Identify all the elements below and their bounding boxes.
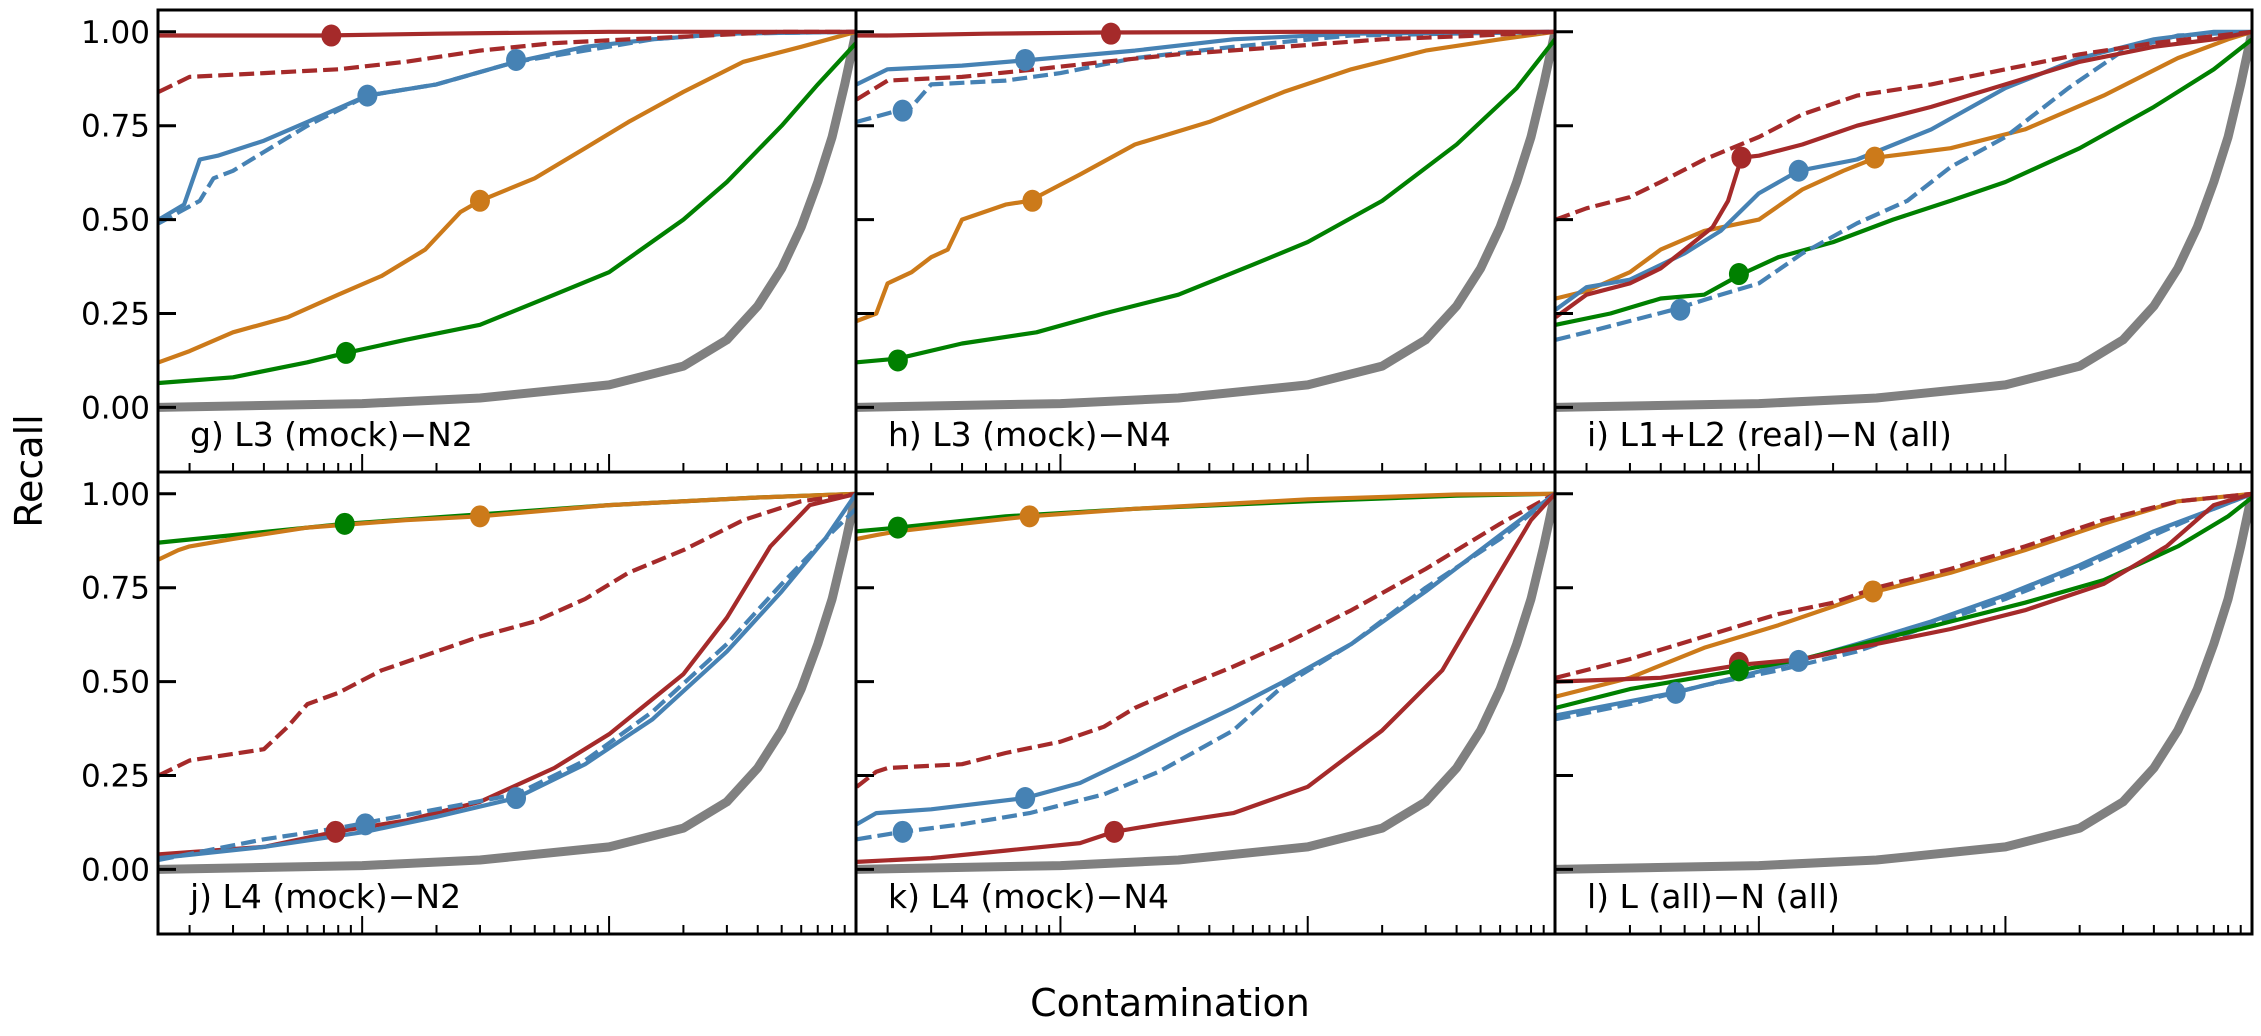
marker-point: [1100, 22, 1121, 45]
y-tick-label: 0.00: [81, 852, 150, 888]
plot-area: [1555, 491, 2252, 874]
panel-l: l) L (all)−N (all): [1553, 470, 2254, 936]
marker-point: [892, 820, 913, 843]
marker-point: [1670, 298, 1691, 321]
plot-area: [856, 22, 1555, 412]
marker-point: [1788, 649, 1809, 672]
series-orange-solid: [856, 491, 1555, 541]
series-red-solid: [1555, 29, 2252, 319]
series-orange-solid: [158, 491, 856, 562]
marker-point: [1665, 681, 1686, 704]
marker-point: [887, 349, 908, 372]
series-blue-dashed: [158, 507, 856, 863]
marker-point: [1015, 787, 1036, 810]
series-random-baseline: [856, 30, 1555, 412]
marker-point: [892, 99, 913, 122]
y-tick-label: 0.25: [81, 758, 150, 794]
marker-point: [1015, 48, 1036, 71]
marker-point: [355, 813, 376, 836]
series-green-solid: [158, 41, 856, 386]
series-red-solid: [1555, 491, 2252, 684]
marker-point: [357, 84, 378, 107]
series-red-dashed: [1555, 29, 2252, 222]
series-red-solid: [856, 492, 1555, 864]
series-red-dashed: [158, 491, 856, 778]
panel-j: 0.00 0.25 0.50 0.75 1.00 j) L4 (mock)−N2: [81, 470, 858, 936]
panel-g: 0.00 0.25 0.50 0.75 1.00 g) L3 (mock)−N2: [81, 8, 858, 474]
series-blue-solid: [1555, 29, 2252, 312]
marker-point: [506, 787, 527, 810]
series-red-dashed: [856, 29, 1555, 102]
y-tick-label: 0.50: [81, 665, 150, 701]
series-random-baseline: [158, 30, 856, 412]
panel-label: h) L3 (mock)−N4: [888, 415, 1171, 454]
x-axis-label: Contamination: [1030, 981, 1310, 1025]
panel-label: g) L3 (mock)−N2: [190, 415, 473, 454]
y-tick-label: 0.50: [81, 203, 150, 239]
marker-point: [506, 48, 527, 71]
y-axis-label: Recall: [7, 414, 51, 527]
marker-point: [469, 189, 490, 212]
marker-point: [1788, 159, 1809, 182]
panel-frame: [1553, 470, 2254, 936]
panel-label: k) L4 (mock)−N4: [888, 877, 1169, 916]
marker-point: [334, 512, 355, 535]
y-tick-label: 0.75: [81, 571, 150, 607]
plot-area: [1555, 29, 2252, 412]
series-red-dashed: [856, 491, 1555, 789]
marker-point: [325, 820, 346, 843]
series-random-baseline: [856, 492, 1555, 874]
panel-label: i) L1+L2 (real)−N (all): [1587, 415, 1952, 454]
series-random-baseline: [1555, 30, 2252, 412]
series-blue-solid: [856, 29, 1555, 87]
marker-point: [469, 505, 490, 528]
marker-point: [1019, 505, 1040, 528]
series-blue-dashed: [856, 29, 1555, 124]
marker-point: [321, 24, 342, 47]
y-tick-label: 1.00: [81, 15, 150, 51]
series-red-solid: [158, 491, 856, 857]
series-blue-dashed: [158, 29, 856, 226]
panels-grid: 0.00 0.25 0.50 0.75 1.00 g) L3 (mock)−N2 h) L3…: [81, 8, 2254, 936]
marker-point: [1864, 146, 1885, 169]
series-blue-solid: [1555, 491, 2252, 718]
series-green-solid: [1555, 495, 2252, 710]
plot-area: [856, 491, 1555, 874]
panel-label: j) L4 (mock)−N2: [189, 877, 461, 916]
series-orange-solid: [1555, 29, 2252, 301]
series-orange-solid: [158, 29, 856, 365]
marker-point: [1728, 659, 1749, 682]
marker-point: [335, 341, 356, 364]
series-green-solid: [856, 38, 1555, 365]
series-red-dashed: [158, 29, 856, 94]
marker-point: [1022, 189, 1043, 212]
plot-area: [158, 24, 856, 412]
series-red-solid: [856, 29, 1555, 38]
panel-h: h) L3 (mock)−N4: [854, 8, 1557, 474]
marker-point: [887, 516, 908, 539]
series-blue-dashed: [1555, 29, 2252, 342]
series-random-baseline: [158, 492, 856, 874]
series-red-dashed: [1555, 491, 2252, 680]
marker-point: [1731, 146, 1752, 169]
series-green-solid: [1555, 37, 2252, 327]
panel-label: l) L (all)−N (all): [1587, 877, 1840, 916]
series-orange-solid: [1555, 491, 2252, 699]
series-blue-solid: [158, 492, 856, 861]
y-tick-label: 0.75: [81, 109, 150, 145]
y-tick-label: 0.00: [81, 390, 150, 426]
marker-point: [1104, 820, 1125, 843]
y-tick-label: 1.00: [81, 477, 150, 513]
series-red-solid: [158, 29, 856, 38]
y-tick-label: 0.25: [81, 296, 150, 332]
series-random-baseline: [1555, 492, 2252, 874]
series-blue-solid: [856, 492, 1555, 827]
panel-i: i) L1+L2 (real)−N (all): [1553, 8, 2254, 474]
marker-point: [1862, 580, 1883, 603]
series-blue-dashed: [856, 492, 1555, 842]
plot-area: [158, 491, 856, 874]
marker-point: [1728, 263, 1749, 286]
panel-k: k) L4 (mock)−N4: [854, 470, 1557, 936]
